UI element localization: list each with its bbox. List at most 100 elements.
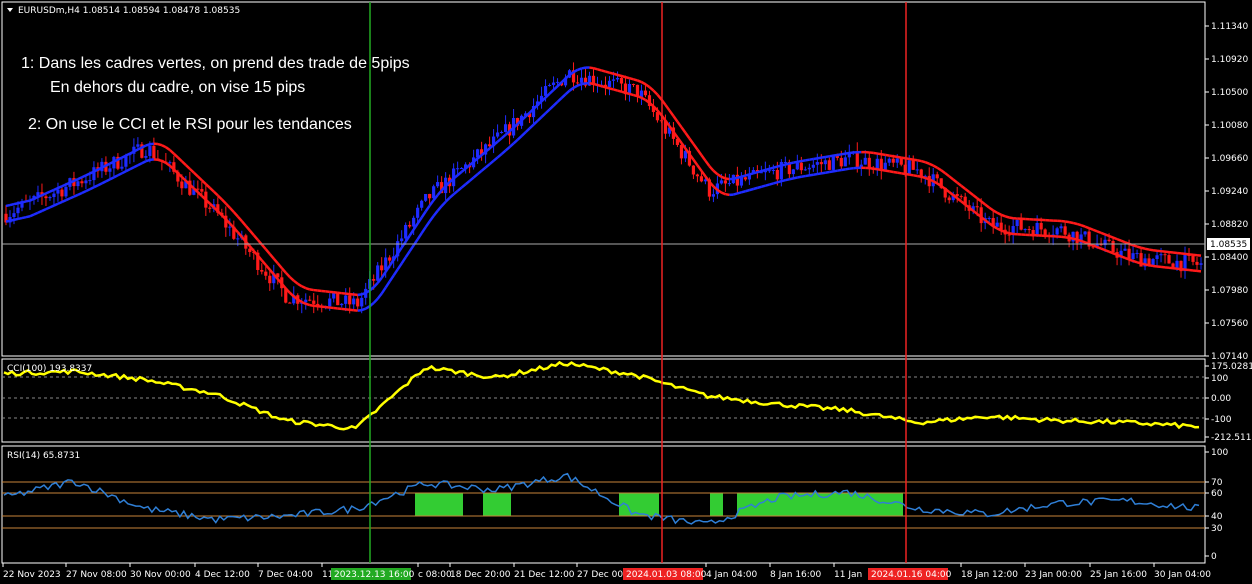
envelope-upper-segment: [1120, 239, 1126, 244]
envelope-lower-segment: [877, 168, 882, 172]
envelope-upper-segment: [45, 190, 51, 195]
envelope-upper-segment: [656, 93, 663, 101]
candle-body: [631, 83, 636, 85]
time-tick-label: 27 Dec 00:: [577, 570, 626, 580]
candle-body: [879, 158, 883, 171]
candle-body: [460, 168, 464, 170]
envelope-upper-segment: [372, 282, 379, 289]
envelope-upper-segment: [500, 133, 507, 140]
envelope-upper-segment: [117, 156, 123, 161]
time-axis[interactable]: 22 Nov 2023 27 Nov 08:00 30 Nov 00:00 4 Dec…: [2, 563, 1211, 580]
envelope-lower-segment: [212, 206, 219, 213]
envelope-lower-segment: [165, 161, 171, 167]
cci-axis[interactable]: 175.0281 100 0.00 -100 -212.5116: [1205, 362, 1252, 443]
candle-body: [144, 155, 148, 158]
envelope-lower-segment: [809, 173, 814, 177]
candle-body: [1111, 240, 1115, 253]
candle-body: [1147, 258, 1151, 266]
envelope-upper-segment: [817, 156, 822, 160]
envelope-lower-segment: [476, 169, 483, 176]
envelope-upper-segment: [932, 164, 938, 169]
candle-body: [699, 176, 704, 182]
candle-body: [903, 164, 907, 174]
envelope-upper-segment: [512, 123, 519, 129]
envelope-lower-segment: [637, 95, 642, 99]
envelope-upper-segment: [1148, 248, 1154, 252]
candle-body: [48, 197, 52, 199]
envelope-lower-segment: [609, 87, 614, 91]
envelope-upper-segment: [712, 169, 719, 176]
price-tick-label: 1.07980: [1211, 286, 1248, 296]
envelope-lower-segment: [292, 295, 299, 301]
price-axis[interactable]: 1.11340 1.10920 1.10500 1.10080 1.09660 1.092…: [1205, 22, 1248, 362]
envelope-upper-segment: [593, 66, 598, 71]
envelope-lower-segment: [180, 176, 187, 182]
cci-pane[interactable]: CCI(100) 193.8337: [1, 358, 1206, 443]
envelope-upper-segment: [301, 285, 307, 290]
envelope-lower-segment: [97, 182, 103, 187]
candle-body: [763, 170, 767, 173]
envelope-upper-segment: [240, 220, 247, 227]
envelope-upper-segment: [145, 143, 151, 147]
candle-body: [935, 174, 939, 179]
envelope-upper-segment: [996, 211, 1002, 216]
envelope-lower-segment: [833, 169, 838, 173]
envelope-upper-segment: [805, 158, 810, 162]
candle-body: [515, 118, 520, 126]
envelope-lower-segment: [232, 226, 239, 234]
candle-body: [843, 157, 847, 167]
envelope-lower-segment: [829, 170, 834, 174]
envelope-lower-segment: [17, 216, 23, 221]
envelope-upper-segment: [157, 142, 163, 147]
envelope-lower-segment: [897, 171, 902, 175]
candle-body: [959, 196, 963, 198]
envelope-upper-segment: [532, 104, 539, 110]
candle-body: [1091, 246, 1095, 248]
envelope-upper-segment: [357, 293, 362, 297]
candle-body: [264, 271, 268, 276]
envelope-lower-segment: [305, 302, 311, 307]
envelope-upper-segment: [1104, 233, 1110, 238]
candle-body: [196, 188, 200, 190]
candle-body: [759, 172, 763, 174]
candle-body: [547, 84, 552, 87]
rsi-pane[interactable]: RSI(14) 65.8731: [1, 445, 1206, 564]
envelope-upper-segment: [889, 154, 894, 158]
envelope-upper-segment: [1080, 224, 1086, 228]
candle-body: [192, 188, 196, 195]
envelope-upper-segment: [877, 152, 882, 156]
price-tick-label: 1.10920: [1211, 55, 1248, 65]
envelope-lower-segment: [761, 184, 766, 188]
envelope-upper-segment: [552, 85, 559, 91]
envelope-upper-segment: [700, 154, 707, 162]
envelope-upper-segment: [280, 267, 287, 274]
envelope-upper-segment: [968, 190, 974, 197]
envelope-upper-segment: [1076, 222, 1082, 227]
candle-body: [887, 158, 891, 163]
envelope-upper-segment: [725, 177, 730, 181]
envelope-upper-segment: [613, 72, 618, 77]
candle-body: [831, 155, 835, 170]
chevron-down-icon[interactable]: [7, 8, 13, 12]
price-pane[interactable]: EURUSDm,H4 1.08514 1.08594 1.08478 1.085…: [1, 1, 1206, 357]
candle-body: [963, 196, 967, 206]
envelope-upper-segment: [105, 162, 111, 167]
envelope-upper-segment: [113, 158, 119, 163]
envelope-upper-segment: [305, 286, 311, 291]
candle-body: [891, 158, 895, 163]
candle-body: [456, 168, 460, 170]
candle-body: [312, 300, 316, 304]
candle-body: [384, 257, 388, 271]
envelope-lower-segment: [33, 211, 39, 216]
envelope-upper-segment: [57, 185, 63, 190]
envelope-upper-segment: [540, 96, 547, 103]
price-tick-label: 1.07560: [1211, 319, 1248, 329]
candle-body: [356, 298, 360, 307]
candle-body: [823, 160, 827, 165]
envelope-lower-segment: [444, 196, 451, 203]
candle-body: [360, 297, 364, 307]
envelope-upper-segment: [944, 172, 950, 178]
envelope-upper-segment: [769, 166, 774, 171]
